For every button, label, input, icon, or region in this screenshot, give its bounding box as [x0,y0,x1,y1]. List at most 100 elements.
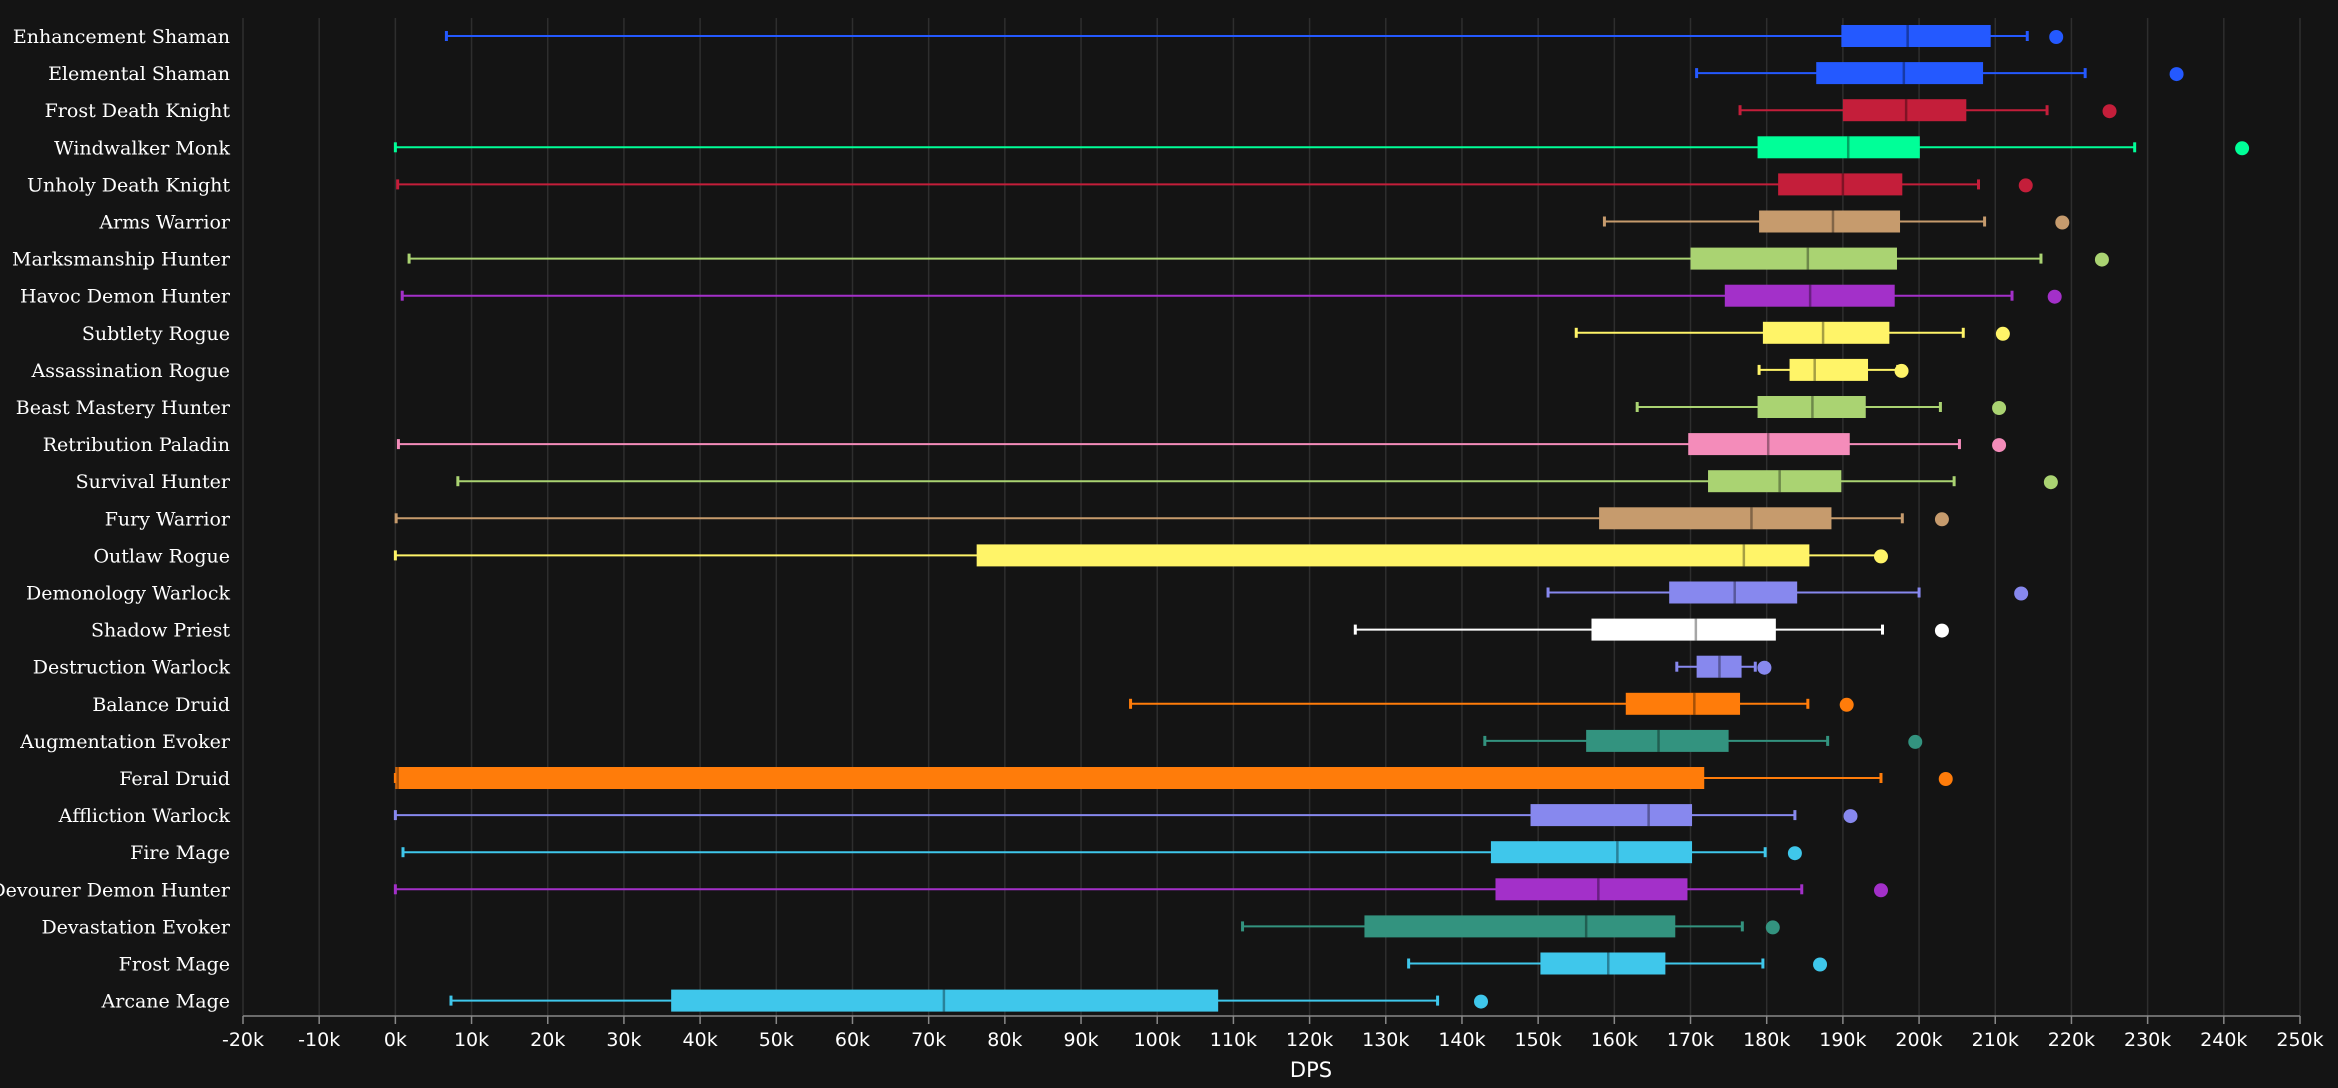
x-tick-label: 250k [2276,1029,2323,1051]
category-label: Subtlety Rogue [82,323,230,345]
x-tick-label: 200k [1895,1029,1942,1051]
x-tick-label: 60k [835,1029,870,1051]
outlier-point [1894,363,1909,378]
category-labels: Enhancement Shaman Elemental Shaman Frost … [0,26,231,1013]
x-tick-label: 180k [1743,1029,1790,1051]
x-tick-label: 130k [1362,1029,1409,1051]
x-tick-label: 50k [759,1029,794,1051]
box-row [449,989,1489,1012]
category-label: Beast Mastery Hunter [16,397,231,419]
x-tick-label: -10k [298,1029,340,1051]
box-iqr [1599,507,1832,530]
box-iqr [1490,841,1693,864]
box-iqr [976,544,1810,567]
outlier-point [2018,178,2033,193]
outlier-point [2047,289,2062,304]
x-tick-label: 20k [530,1029,565,1051]
outlier-point [1787,846,1802,861]
category-label: Fury Warrior [105,508,231,530]
box-row [444,25,2064,47]
category-label: Survival Hunter [76,471,231,493]
category-label: Frost Mage [119,954,230,976]
outlier-point [1474,994,1489,1009]
box-row [396,173,2033,196]
box-iqr [1696,655,1742,678]
box-iqr [671,989,1219,1012]
x-tick-label: 170k [1667,1029,1714,1051]
category-label: Elemental Shaman [48,63,230,85]
box-row [456,470,2058,493]
box-iqr [1625,692,1741,715]
outlier-point [1839,697,1854,712]
category-label: Unholy Death Knight [27,174,230,196]
outlier-point [1908,734,1923,749]
outlier-point [2043,475,2058,490]
outlier-point [2169,67,2184,82]
box-row [1695,62,2184,85]
outlier-point [2014,586,2029,601]
box-iqr [1688,433,1850,456]
category-label: Enhancement Shaman [13,26,230,48]
category-label: Frost Death Knight [45,100,231,122]
box-row [1241,915,1780,938]
box-iqr [1690,247,1897,270]
category-label: Destruction Warlock [33,657,231,679]
box-row [394,507,1949,530]
outlier-point [2102,104,2117,119]
box-iqr [1757,136,1920,159]
category-label: Augmentation Evoker [19,731,231,753]
outlier-point [1765,920,1780,935]
box-row [1546,581,2029,604]
category-label: Balance Druid [92,694,230,716]
box-row [1757,358,1909,381]
x-tick-label: 240k [2200,1029,2247,1051]
outlier-point [1873,883,1888,898]
outlier-point [1938,772,1953,786]
outlier-point [1992,401,2007,415]
category-label: Windwalker Monk [54,137,230,159]
x-tick-label: 90k [1063,1029,1098,1051]
box-row [393,767,1953,789]
outlier-point [1843,809,1858,824]
box-row [393,878,1888,901]
x-tick-label: 160k [1591,1029,1638,1051]
box-row [393,804,1858,827]
x-tick-label: 30k [606,1029,641,1051]
category-label: Affliction Warlock [58,805,231,827]
box-iqr [1669,581,1798,604]
category-label: Marksmanship Hunter [12,249,231,271]
x-tick-label: 80k [987,1029,1022,1051]
category-label: Devourer Demon Hunter [0,879,231,901]
x-axis-title: DPS [1290,1058,1332,1082]
outlier-point [2235,141,2250,156]
box-iqr [1540,952,1666,975]
box-row [393,136,2250,159]
box-iqr [1842,99,1967,122]
x-tick-label: 40k [683,1029,718,1051]
category-label: Arms Warrior [98,212,230,234]
x-tick-label: 70k [911,1029,946,1051]
box-iqr [1530,804,1693,827]
outlier-point [1992,438,2007,453]
box-iqr [1495,878,1688,901]
box-iqr [1816,62,1984,85]
x-tick-label: 190k [1819,1029,1866,1051]
box-iqr [1762,321,1890,344]
box-row [1602,210,2070,233]
box-row [1574,321,2010,344]
category-label: Feral Druid [119,768,230,790]
box-row [1129,692,1854,715]
category-label: Shadow Priest [91,620,230,642]
outlier-point [2049,30,2064,44]
box-row [396,433,2007,456]
category-label: Outlaw Rogue [93,545,230,567]
outlier-point [2055,215,2070,230]
box-iqr [1841,25,1991,47]
category-label: Havoc Demon Hunter [20,286,231,308]
box-iqr [1757,396,1866,418]
x-tick-label: 210k [1972,1029,2019,1051]
x-tick-label: 0k [384,1029,407,1051]
x-axis-ticks: -20k -10k 0k 10k 20k 30k 40k 50k 60k 70k 80k 90k 100… [222,1015,2324,1051]
